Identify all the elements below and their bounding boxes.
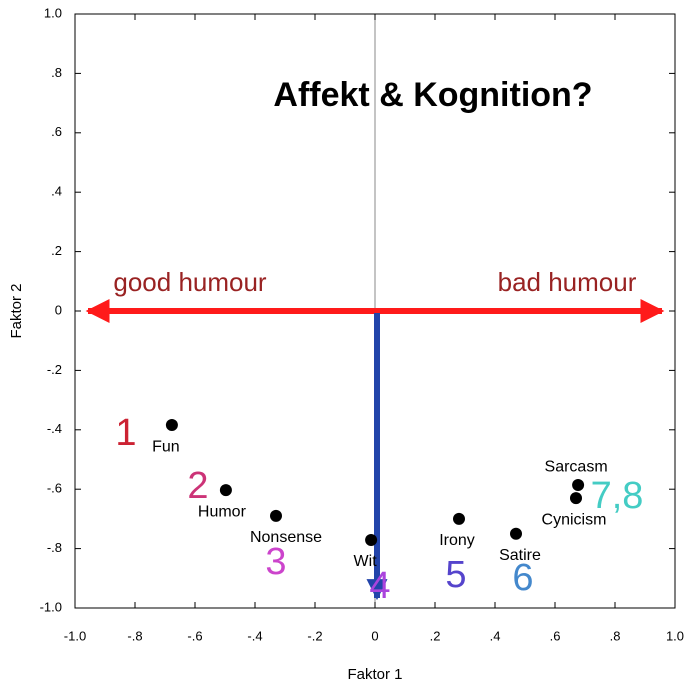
annotation: 1 xyxy=(115,412,136,454)
annotation: bad humour xyxy=(498,267,637,297)
y-tick-label: 0 xyxy=(55,302,62,317)
x-tick-label: -.4 xyxy=(247,628,262,643)
annotation: 3 xyxy=(265,541,286,583)
y-tick-label: -.4 xyxy=(47,421,62,436)
point xyxy=(365,533,378,546)
point-label: Irony xyxy=(439,532,475,549)
annotation: 6 xyxy=(512,557,533,599)
y-axis-label: Faktor 2 xyxy=(8,283,25,338)
x-axis-label: Faktor 1 xyxy=(347,666,402,683)
y-tick-label: -.2 xyxy=(47,362,62,377)
y-tick-label: 1.0 xyxy=(44,5,62,20)
point xyxy=(572,479,585,492)
y-tick-label: -.8 xyxy=(47,540,62,555)
x-tick-label: .4 xyxy=(490,628,501,643)
x-tick-label: -1.0 xyxy=(64,628,86,643)
y-tick-label: .2 xyxy=(51,243,62,258)
point xyxy=(453,512,465,525)
annotation: 4 xyxy=(369,565,390,607)
annotation: 7,8 xyxy=(591,475,644,517)
point xyxy=(219,484,232,497)
x-tick-label: .2 xyxy=(430,628,441,643)
y-tick-label: .8 xyxy=(51,65,62,80)
chart-title: Affekt & Kognition? xyxy=(273,76,592,114)
x-tick-label: -.2 xyxy=(307,628,322,643)
point-label: Fun xyxy=(152,438,180,455)
point-label: Cynicism xyxy=(542,511,607,528)
point-label: Humor xyxy=(198,503,247,520)
x-tick-label: -.6 xyxy=(187,628,202,643)
annotation: 5 xyxy=(445,554,466,596)
x-tick-label: .6 xyxy=(550,628,561,643)
point-label: Satire xyxy=(499,547,541,564)
x-tick-label: -.8 xyxy=(127,628,142,643)
x-tick-label: 1.0 xyxy=(666,628,684,643)
point-label: Wit xyxy=(354,553,378,570)
point xyxy=(570,492,582,505)
annotation: good humour xyxy=(113,267,267,297)
point-label: Sarcasm xyxy=(545,458,608,475)
y-tick-label: .4 xyxy=(51,184,62,199)
y-tick-label: .6 xyxy=(51,124,62,139)
point-label: Nonsense xyxy=(250,529,322,546)
x-tick-label: 0 xyxy=(371,628,378,643)
annotation: 2 xyxy=(187,465,208,507)
point xyxy=(165,419,178,432)
y-tick-label: -.6 xyxy=(47,481,62,496)
x-tick-label: .8 xyxy=(610,628,621,643)
point xyxy=(510,527,522,540)
point xyxy=(270,509,282,522)
y-tick-label: -1.0 xyxy=(40,599,62,614)
